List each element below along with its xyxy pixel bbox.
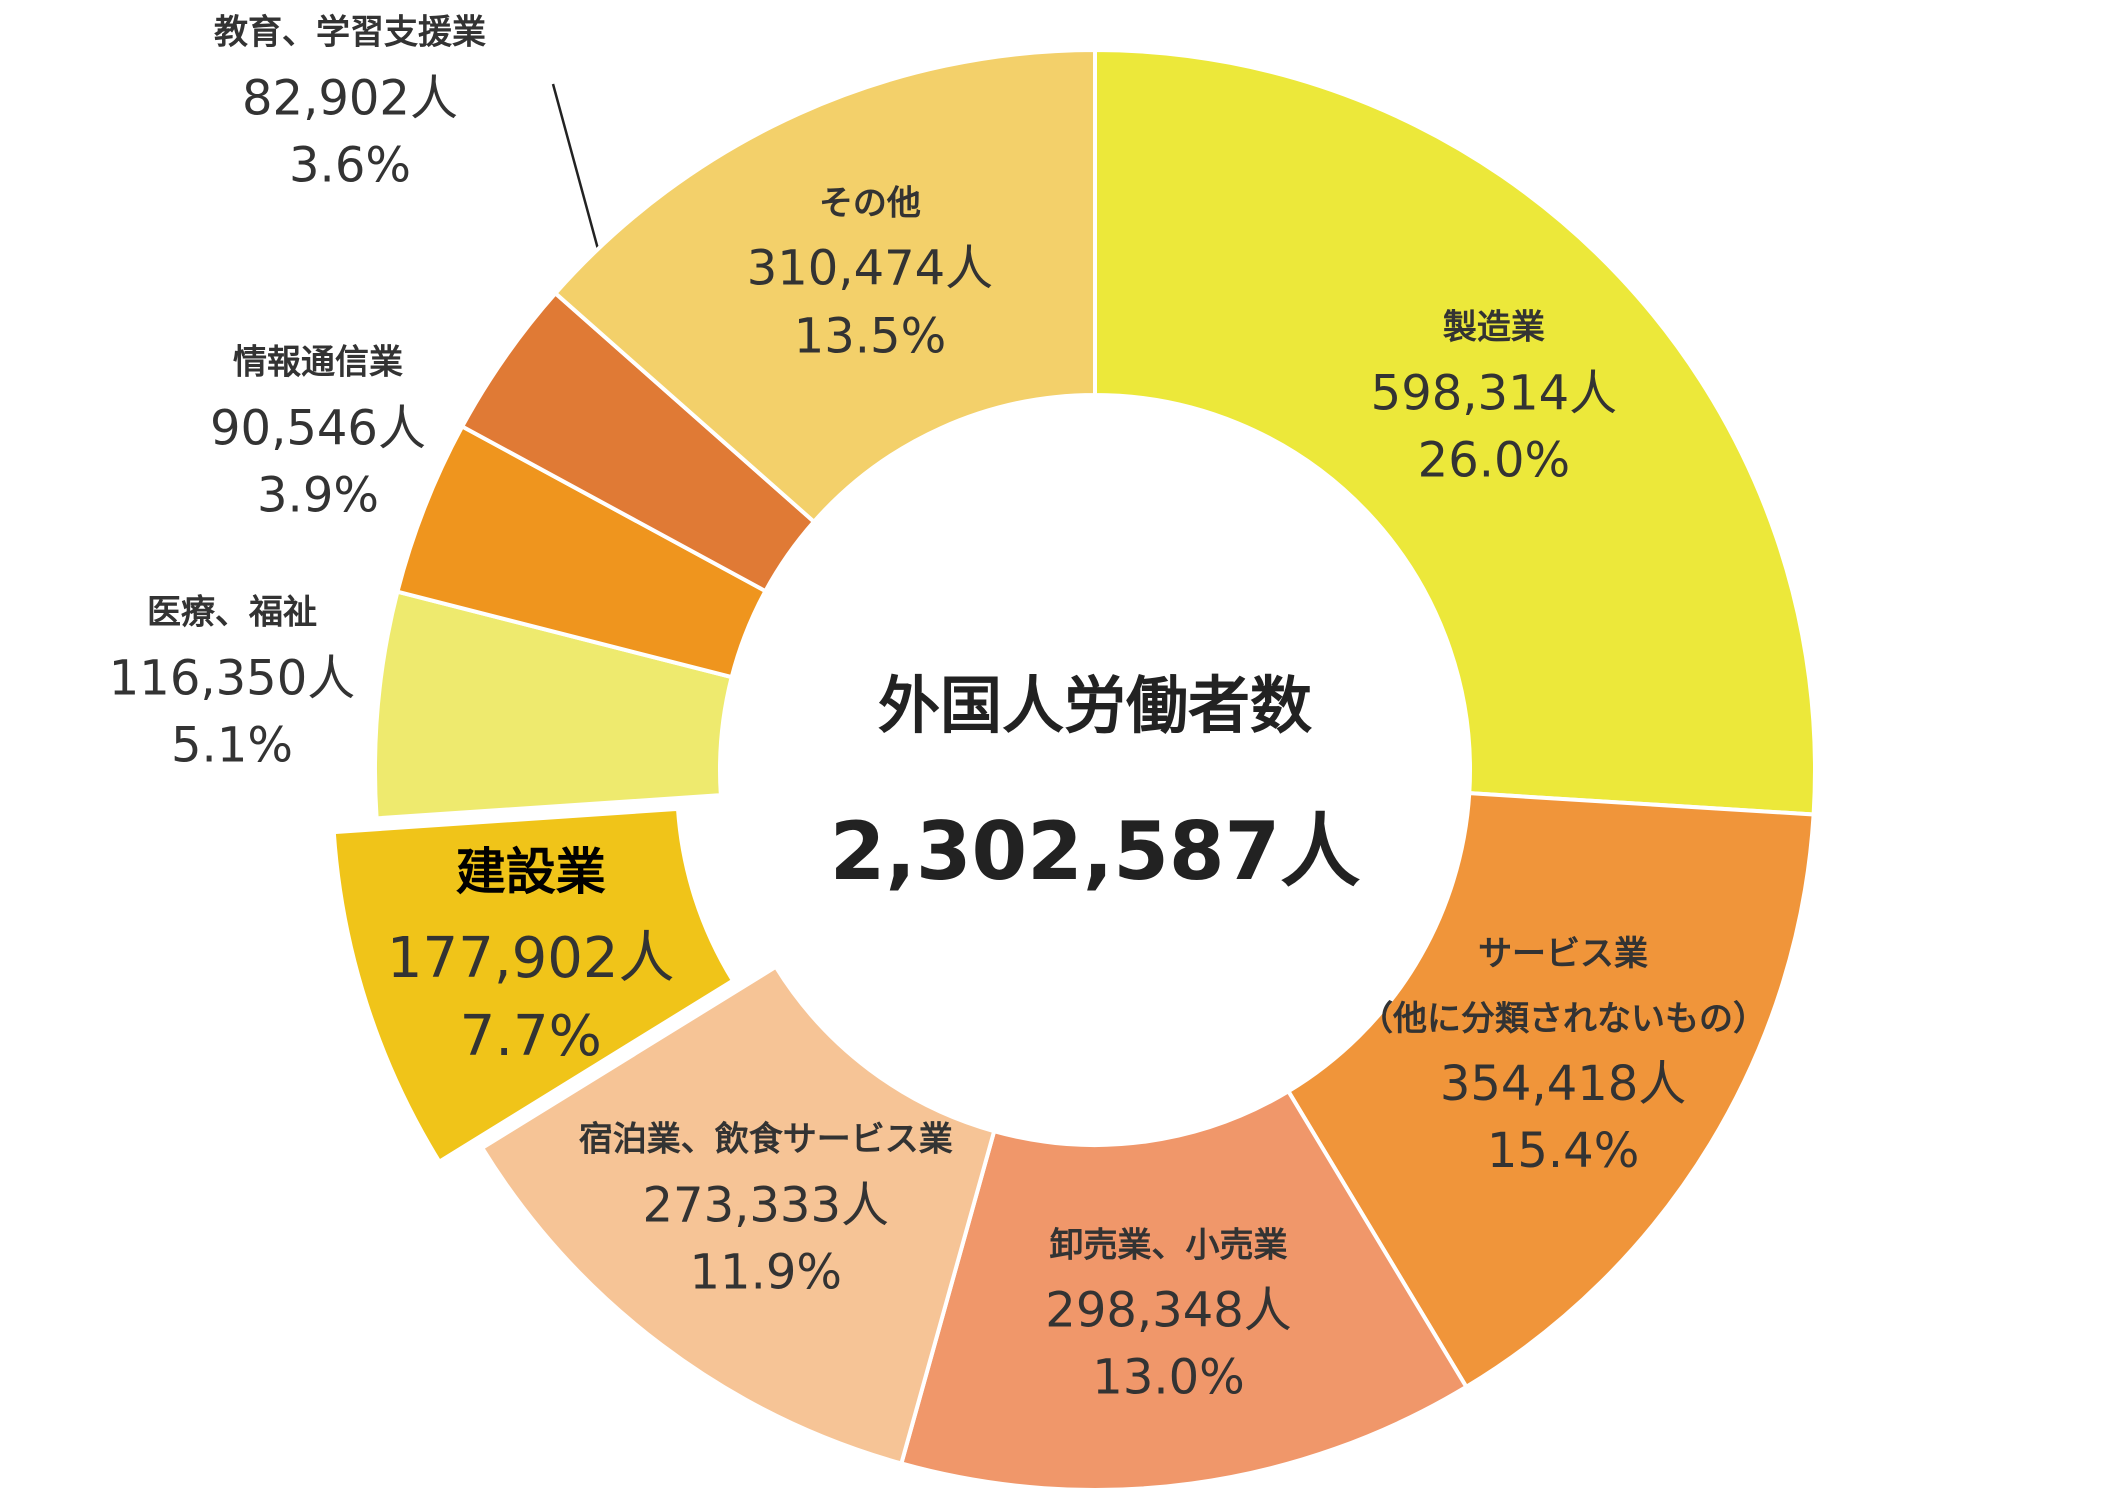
center-total: 2,302,587人: [829, 805, 1361, 898]
category-label: 卸売業、小売業: [1049, 1225, 1288, 1266]
slice-label: 情報通信業 90,546人 3.9%: [210, 331, 426, 530]
percent-label: 5.1%: [171, 717, 293, 774]
value-label: 354,418人: [1439, 1056, 1687, 1113]
percent-label: 15.4%: [1486, 1123, 1640, 1180]
slice: [552, 47, 1097, 525]
slice-label: サービス業 （他に分類されないもの） 354,418人 15.4%: [1359, 922, 1767, 1186]
category-label: 医療、福祉: [147, 592, 317, 633]
percent-label: 13.0%: [1092, 1349, 1245, 1406]
category-label: 教育、学習支援業: [214, 12, 486, 53]
slice-label: 医療、福祉 116,350人 5.1%: [109, 581, 356, 780]
category-label: サービス業 （他に分類されないもの）: [1359, 934, 1768, 1039]
slice: [1285, 791, 1816, 1390]
value-label: 177,902人: [386, 925, 675, 991]
slice: [479, 964, 997, 1466]
category-label: 製造業: [1442, 307, 1545, 348]
value-label: 310,474人: [746, 241, 994, 297]
percent-label: 3.6%: [289, 137, 411, 194]
slice: [331, 806, 736, 1165]
value-label: 298,348人: [1045, 1282, 1292, 1339]
value-label: 90,546人: [210, 400, 426, 457]
value-label: 273,333人: [642, 1177, 889, 1234]
slice-label: その他 310,474人 13.5%: [747, 171, 994, 370]
category-label: その他: [818, 183, 921, 224]
slice-label: 卸売業、小売業 298,348人 13.0%: [1045, 1213, 1292, 1412]
category-label: 情報通信業: [233, 342, 403, 383]
percent-label: 26.0%: [1417, 432, 1571, 489]
value-label: 598,314人: [1370, 365, 1618, 422]
slice: [1093, 47, 1817, 817]
value-label: 116,350人: [108, 650, 356, 707]
category-label: 宿泊業、飲食サービス業: [578, 1119, 953, 1160]
percent-label: 3.9%: [257, 467, 379, 524]
center-title: 外国人労働者数: [877, 669, 1313, 742]
slice-label: 製造業 598,314人 26.0%: [1371, 296, 1618, 495]
slice-label: 宿泊業、飲食サービス業 273,333人 11.9%: [579, 1108, 953, 1307]
percent-label: 11.9%: [689, 1244, 842, 1301]
value-label: 82,902人: [242, 70, 458, 127]
slice: [898, 1088, 1470, 1492]
percent-label: 13.5%: [793, 308, 947, 365]
slice-label: 教育、学習支援業 82,902人 3.6%: [214, 1, 486, 200]
slice-label: 建設業 177,902人 7.7%: [387, 825, 675, 1077]
percent-label: 7.7%: [459, 1004, 602, 1070]
category-label: 建設業: [455, 842, 606, 901]
